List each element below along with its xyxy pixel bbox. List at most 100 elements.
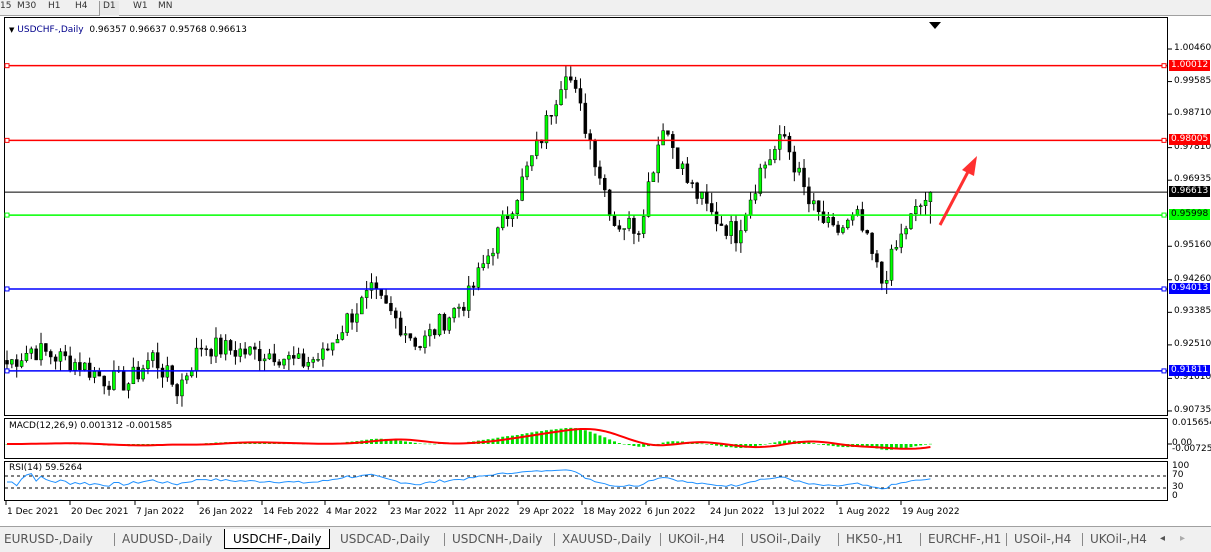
macd-bar (404, 441, 408, 444)
chart-tab[interactable]: USOil-,H4 (1014, 532, 1072, 546)
chart-tab[interactable]: EURUSD-,Daily (4, 532, 93, 546)
chart-tab[interactable]: AUDUSD-,Daily (122, 532, 213, 546)
macd-axis-label: 0.00 (1172, 438, 1193, 448)
candle-body (44, 343, 48, 352)
candle-body (262, 358, 267, 362)
macd-bar (836, 444, 840, 447)
macd-bar (588, 431, 592, 444)
date-axis-label: 1 Aug 2022 (838, 507, 890, 517)
candle-body (204, 348, 209, 350)
timeframe-h4[interactable]: H4 (75, 1, 88, 11)
candle-body (287, 355, 291, 360)
candle-body (500, 214, 505, 229)
candle-body (403, 333, 408, 336)
price-axis-label: 0.98710 (1174, 108, 1211, 119)
scroll-right-icon[interactable]: ▸ (1180, 533, 1186, 544)
timeframe-mn[interactable]: MN (158, 1, 173, 11)
level-price-label: 1.00012 (1169, 59, 1211, 71)
chart-tab[interactable]: USDCAD-,Daily (340, 532, 430, 546)
candle-body (48, 351, 53, 358)
rsi-panel[interactable] (4, 461, 1168, 501)
timeframe-w1[interactable]: W1 (133, 1, 148, 11)
date-axis-label: 18 May 2022 (583, 507, 642, 517)
chart-tab[interactable]: UKOil-,H4 (1090, 532, 1147, 546)
macd-bar (909, 444, 913, 448)
candle-body (136, 366, 140, 380)
candle-body (306, 362, 311, 367)
macd-bar (433, 443, 437, 445)
macd-bar (263, 442, 267, 444)
trend-arrow-head (962, 156, 977, 176)
chart-tab[interactable]: XAUUSD-,Daily (562, 532, 652, 546)
chart-tab[interactable]: USDCNH-,Daily (452, 532, 543, 546)
rsi-label: RSI(14) 59.5264 (9, 463, 83, 473)
chart-tab[interactable]: HK50-,H1 (846, 532, 903, 546)
macd-bar (613, 441, 616, 444)
candle-body (860, 209, 865, 231)
macd-bar (530, 432, 534, 444)
macd-bar (598, 435, 602, 444)
timeframe-toolbar: 15 M30 H1 H4 D1 W1 MN (0, 0, 1211, 16)
timeframe-d1[interactable]: D1 (99, 1, 119, 16)
candle-body (481, 263, 486, 268)
date-axis-label: 11 Apr 2022 (454, 507, 510, 517)
candle-body (821, 211, 826, 223)
candle-body (219, 337, 223, 355)
chart-tab[interactable]: UKOil-,H4 (668, 532, 725, 546)
chart-tab[interactable]: USDCHF-,Daily (224, 529, 331, 549)
chart-tab[interactable]: USOil-,Daily (750, 532, 822, 546)
macd-bar (710, 444, 714, 445)
chart-tab[interactable]: EURCHF-,H1 (928, 532, 1002, 546)
candle-body (384, 295, 388, 304)
macd-bar (812, 443, 816, 444)
candle-body (578, 88, 583, 104)
candle-body (836, 224, 840, 233)
candle-body (5, 360, 9, 365)
candle-body (841, 227, 845, 233)
macd-bar (574, 428, 578, 444)
chart-tabs: EURUSD-,Daily AUDUSD-,Daily USDCHF-,Daily U… (0, 526, 1211, 552)
candle-body (29, 348, 34, 354)
candle-body (175, 384, 179, 397)
date-axis-label: 6 Jun 2022 (647, 507, 696, 517)
candle-body (768, 159, 772, 166)
candle-body (675, 147, 680, 169)
macd-bar (617, 443, 621, 444)
candle-body (802, 167, 806, 188)
macd-axis-label: -0.007259 (1172, 444, 1211, 454)
macd-bar (608, 439, 612, 444)
candle-body (10, 359, 14, 365)
candle-body (894, 247, 899, 250)
candle-body (423, 335, 427, 348)
scroll-left-icon[interactable]: ◂ (1160, 533, 1166, 544)
macd-bar (924, 444, 928, 445)
candle-body (151, 352, 155, 361)
macd-bar (705, 444, 709, 445)
candle-body (661, 130, 665, 146)
macd-bar (593, 433, 597, 444)
candle-body (428, 329, 432, 337)
macd-bar (525, 433, 529, 444)
price-axis-label: 0.97810 (1174, 141, 1211, 152)
candle-body (695, 182, 699, 199)
tab-separator (742, 533, 743, 546)
macd-bar (758, 444, 762, 446)
candle-body (398, 317, 403, 336)
macd-signal-line (6, 427, 931, 450)
macd-bar (671, 441, 675, 444)
timeframe-m30[interactable]: M30 (17, 1, 37, 11)
candle-body (194, 347, 199, 372)
macd-panel[interactable] (4, 418, 1168, 459)
macd-bar (569, 427, 573, 444)
macd-bar (384, 438, 388, 444)
candle-body (121, 370, 126, 391)
candle-body (816, 200, 821, 213)
macd-bar (802, 441, 806, 444)
timeframe-h1[interactable]: H1 (48, 1, 61, 11)
level-handle (1161, 286, 1167, 292)
candle-body (792, 151, 797, 173)
candle-body (753, 193, 758, 201)
macd-bar (783, 440, 787, 444)
macd-bar (549, 429, 553, 444)
timeframe-m15[interactable]: 15 (0, 1, 12, 11)
